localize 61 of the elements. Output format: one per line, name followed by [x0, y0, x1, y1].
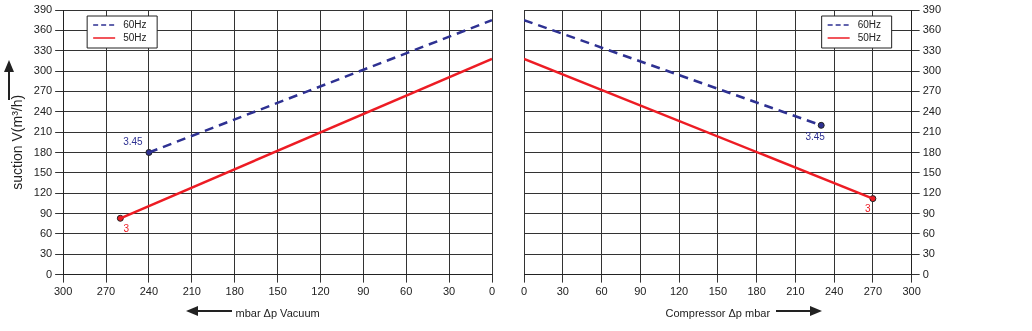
x-tick-label: 60: [400, 285, 413, 298]
x-tick-label: 180: [225, 285, 244, 298]
y-tick-label: 150: [33, 165, 53, 178]
y-tick-label: 360: [33, 23, 53, 36]
annotation: 3: [865, 203, 872, 215]
y2-tick-label: 210: [922, 125, 942, 138]
y2-tick-label: 0: [922, 267, 929, 280]
y2-tick-label: 90: [922, 206, 935, 219]
y-tick-label: 390: [33, 3, 53, 16]
x-tick-label: 300: [53, 285, 73, 298]
y-tick-label: 120: [33, 186, 53, 199]
y-tick-label: 180: [33, 145, 53, 158]
x-axis-title: mbar Δp Vacuum: [235, 307, 320, 320]
x-tick-label: 90: [357, 285, 370, 298]
x-tick-label: 0: [520, 285, 528, 298]
x-tick-label: 30: [442, 285, 456, 298]
y-tick-label: 0: [46, 267, 53, 280]
legend-label: 50Hz: [123, 31, 147, 43]
x-tick-label: 300: [902, 285, 921, 298]
y-tick-label: 330: [33, 43, 53, 56]
y2-tick-label: 330: [922, 43, 942, 56]
y2-tick-label: 30: [922, 247, 935, 260]
y2-tick-label: 60: [922, 226, 935, 239]
x-tick-label: 240: [824, 285, 844, 298]
y-tick-label: 30: [39, 247, 53, 260]
x-axis-title: Compressor Δp mbar: [665, 307, 771, 320]
annotation: 3: [123, 223, 130, 235]
x-tick-label: 240: [139, 285, 159, 298]
y2-tick-label: 150: [922, 165, 942, 178]
y-tick-label: 90: [39, 206, 53, 219]
y-tick-label: 60: [39, 226, 53, 239]
y2-tick-label: 240: [922, 104, 942, 117]
x-tick-label: 150: [268, 285, 287, 298]
y2-tick-label: 390: [922, 3, 942, 16]
legend-label: 60Hz: [857, 18, 882, 30]
x-tick-label: 120: [669, 285, 689, 298]
y-tick-label: 240: [33, 104, 53, 117]
y2-tick-label: 120: [922, 186, 942, 199]
y-tick-label: 300: [33, 64, 53, 77]
x-tick-label: 30: [556, 285, 569, 298]
x-tick-label: 210: [182, 285, 201, 298]
x-tick-label: 270: [96, 285, 116, 298]
y-tick-label: 210: [33, 125, 53, 138]
legend-label: 60Hz: [123, 18, 147, 30]
y2-tick-label: 180: [922, 145, 942, 158]
x-tick-label: 150: [708, 285, 727, 298]
x-tick-label: 270: [863, 285, 883, 298]
x-tick-label: 210: [786, 285, 805, 298]
legend-label: 50Hz: [857, 31, 882, 43]
x-tick-label: 90: [634, 285, 647, 298]
y2-tick-label: 270: [922, 84, 942, 97]
x-tick-label: 180: [747, 285, 766, 298]
y-axis-title: suction V(m³/h): [9, 94, 26, 190]
y-tick-label: 270: [33, 84, 53, 97]
y2-tick-label: 300: [922, 64, 942, 77]
x-tick-label: 120: [311, 285, 330, 298]
x-tick-label: 60: [595, 285, 608, 298]
annotation: 3.45: [805, 131, 826, 143]
x-tick-label: 0: [488, 285, 496, 298]
y2-tick-label: 360: [922, 23, 942, 36]
annotation: 3.45: [123, 136, 144, 148]
